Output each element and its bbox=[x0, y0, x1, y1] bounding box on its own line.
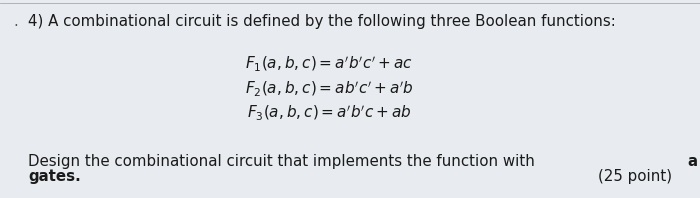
Text: 4) A combinational circuit is defined by the following three Boolean functions:: 4) A combinational circuit is defined by… bbox=[28, 14, 616, 29]
Text: $F_3(a,b,c) = a'b'c + ab$: $F_3(a,b,c) = a'b'c + ab$ bbox=[246, 103, 412, 122]
Text: gates.: gates. bbox=[28, 169, 80, 184]
Text: $F_1(a,b,c) = a'b'c' + ac$: $F_1(a,b,c) = a'b'c' + ac$ bbox=[245, 54, 413, 73]
Text: a decoder and external: a decoder and external bbox=[688, 154, 700, 169]
Text: .: . bbox=[13, 14, 18, 29]
Text: (25 point): (25 point) bbox=[598, 169, 672, 184]
Text: Design the combinational circuit that implements the function with: Design the combinational circuit that im… bbox=[28, 154, 540, 169]
Text: $F_2(a,b,c) = ab'c' + a'b$: $F_2(a,b,c) = ab'c' + a'b$ bbox=[244, 79, 414, 98]
